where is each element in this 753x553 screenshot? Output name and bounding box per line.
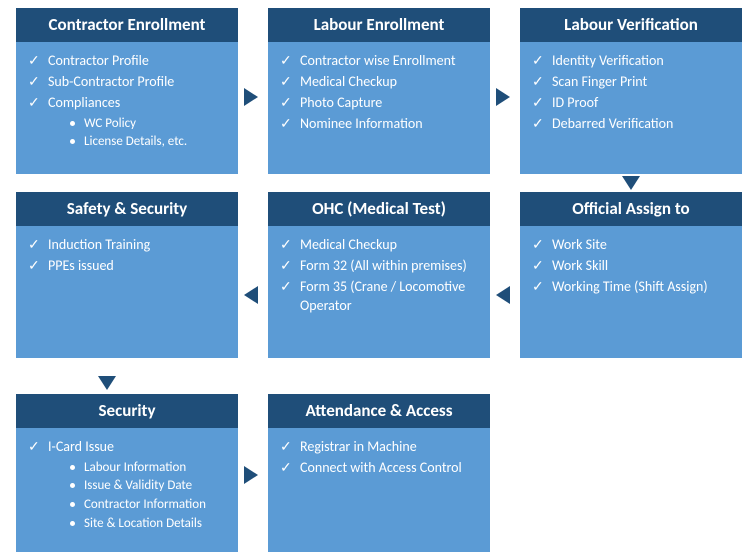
check-item: Debarred Verification [532,115,732,134]
flow-box-official-assign: Official Assign toWork SiteWork SkillWor… [520,192,742,358]
check-item: Registrar in Machine [280,438,480,457]
flow-arrow-left [244,286,258,300]
check-item: Induction Training [28,236,228,255]
check-item: ID Proof [532,94,732,113]
check-item: Working Time (Shift Assign) [532,278,732,297]
flow-arrow-right [244,466,258,480]
check-item: Work Skill [532,257,732,276]
box-body: Identity Verification Scan Finger Print ID… [520,42,742,174]
flow-arrow-right [244,88,258,102]
box-body: Contractor Profile Sub-Contractor Profile… [16,42,238,174]
flow-box-contractor-enrollment: Contractor Enrollment Contractor Profile S… [16,8,238,174]
box-title: Contractor Enrollment [16,8,238,42]
box-title: Safety & Security [16,192,238,226]
flow-arrow-left [496,286,510,300]
box-title: Attendance & Access [268,394,490,428]
check-item: Photo Capture [280,94,480,113]
check-item: Contractor Profile [28,52,228,71]
flow-box-security: Security I-Card IssueLabour InformationIs… [16,394,238,552]
check-item: Contractor wise Enrollment [280,52,480,71]
check-item: Medical Checkup [280,236,480,255]
flow-box-ohc: OHC (Medical Test) Medical Checkup Form 32… [268,192,490,358]
box-title: Labour Verification [520,8,742,42]
box-body: I-Card IssueLabour InformationIssue & Va… [16,428,238,552]
flow-box-attendance: Attendance & Access Registrar in Machine C… [268,394,490,552]
check-item: Sub-Contractor Profile [28,73,228,92]
box-body: Medical Checkup Form 32 (All within premi… [268,226,490,358]
bullet-item: Issue & Validity Date [70,477,228,495]
box-title: OHC (Medical Test) [268,192,490,226]
box-body: Contractor wise Enrollment Medical Checku… [268,42,490,174]
box-title: Security [16,394,238,428]
flow-box-safety-security: Safety & Security Induction Training PPEs … [16,192,238,358]
bullet-item: Site & Location Details [70,515,228,533]
check-item: Nominee Information [280,115,480,134]
check-item: Form 35 (Crane / Locomotive Operator [280,278,480,316]
flow-box-labour-verification: Labour VerificationIdentity Verification… [520,8,742,174]
bullet-item: WC Policy [70,115,228,133]
bullet-item: License Details, etc. [70,133,228,151]
check-item: Work Site [532,236,732,255]
check-item: PPEs issued [28,257,228,276]
check-item: Identity Verification [532,52,732,71]
bullet-item: Labour Information [70,459,228,477]
box-body: Induction Training PPEs issued [16,226,238,358]
box-body: Registrar in Machine Connect with Access … [268,428,490,552]
check-item: Form 32 (All within premises) [280,257,480,276]
check-item: Connect with Access Control [280,459,480,478]
box-title: Official Assign to [520,192,742,226]
bullet-item: Contractor Information [70,496,228,514]
check-item: Scan Finger Print [532,73,732,92]
check-item: I-Card IssueLabour InformationIssue & Va… [28,438,228,532]
check-item: CompliancesWC PolicyLicense Details, etc… [28,94,228,151]
flow-arrow-right [496,88,510,102]
check-item: Medical Checkup [280,73,480,92]
flow-box-labour-enrollment: Labour EnrollmentContractor wise Enrollm… [268,8,490,174]
box-title: Labour Enrollment [268,8,490,42]
flow-arrow-down [622,176,636,190]
box-body: Work Site Work Skill Working Time (Shift A… [520,226,742,358]
flow-arrow-down [98,376,112,390]
